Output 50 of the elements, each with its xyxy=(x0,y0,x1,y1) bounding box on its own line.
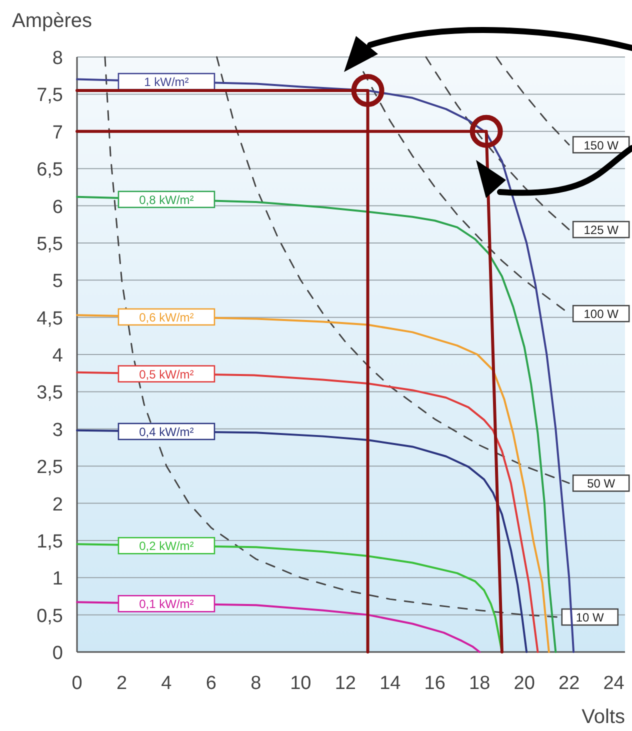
x-tick-label: 24 xyxy=(603,673,625,694)
line-series xyxy=(496,56,570,146)
y-tick-label: 2 xyxy=(52,494,63,516)
line-series xyxy=(216,56,570,484)
y-tick-label: 6 xyxy=(52,196,63,218)
x-tick-label: 2 xyxy=(116,673,128,694)
y-tick-label: 5 xyxy=(52,271,63,292)
y-tick-label: 8 xyxy=(52,48,63,69)
series-label: 150 W xyxy=(584,138,620,152)
y-tick-label: 1 xyxy=(52,568,63,590)
line-series xyxy=(425,56,570,230)
series-label: 0,4 kW/m² xyxy=(139,424,194,439)
x-tick-label: 6 xyxy=(206,673,216,694)
y-tick-label: 5,5 xyxy=(36,234,63,255)
series-label: 0,5 kW/m² xyxy=(139,367,194,382)
x-tick-label: 22 xyxy=(558,673,580,694)
y-tick-label: 7 xyxy=(52,122,63,144)
line-series xyxy=(76,78,575,653)
x-tick-label: 14 xyxy=(380,673,402,694)
line-series xyxy=(76,196,557,653)
y-tick-label: 3 xyxy=(52,420,63,441)
series-label: 125 W xyxy=(584,223,620,238)
series-label: 0,2 kW/m² xyxy=(139,539,194,554)
x-tick-label: 12 xyxy=(334,673,356,694)
y-tick-label: 0,5 xyxy=(36,606,63,627)
x-tick-label: 20 xyxy=(514,673,535,694)
y-tick-label: 2,5 xyxy=(36,457,63,478)
series-label: 1 kW/m² xyxy=(144,75,189,90)
series-label: 0,6 kW/m² xyxy=(139,310,194,324)
series-label: 0,8 kW/m² xyxy=(139,192,194,207)
y-tick-label: 4,5 xyxy=(36,308,63,330)
x-tick-label: 0 xyxy=(72,673,82,694)
x-tick-label: 10 xyxy=(290,673,312,694)
series-label: 10 W xyxy=(576,610,605,625)
x-tick-label: 18 xyxy=(469,673,490,694)
series-label: 0,1 kW/m² xyxy=(139,597,194,612)
y-tick-label: 0 xyxy=(52,643,63,664)
y-tick-label: 4 xyxy=(52,346,64,366)
y-tick-label: 7,5 xyxy=(36,85,63,106)
series-label: 50 W xyxy=(587,476,616,491)
y-tick-label: 3,5 xyxy=(36,382,63,404)
line-series xyxy=(104,56,559,618)
y-tick-label: 6,5 xyxy=(36,160,63,181)
y-axis-title: Ampères xyxy=(12,10,92,32)
x-axis-title: Volts xyxy=(582,706,625,728)
x-tick-label: 16 xyxy=(424,673,446,694)
y-tick-label: 1,5 xyxy=(36,531,63,552)
x-tick-label: 4 xyxy=(161,673,172,694)
series-label: 100 W xyxy=(584,307,620,322)
x-tick-label: 8 xyxy=(250,673,262,694)
